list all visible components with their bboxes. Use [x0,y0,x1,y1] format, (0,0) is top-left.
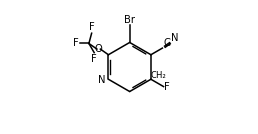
Text: O: O [95,44,102,54]
Text: F: F [164,82,170,92]
Text: F: F [72,38,78,49]
Text: C: C [163,38,170,48]
Text: Br: Br [124,15,135,25]
Text: F: F [91,54,97,64]
Text: N: N [171,33,178,43]
Text: F: F [89,22,94,32]
Text: CH₂: CH₂ [150,71,166,80]
Text: N: N [98,75,106,85]
